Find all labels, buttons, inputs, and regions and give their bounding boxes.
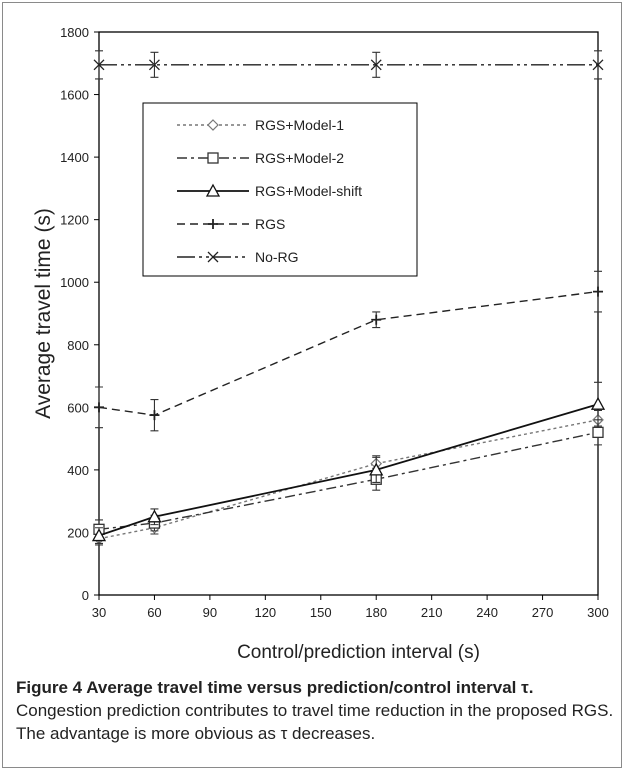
y-tick-label: 0 [82,588,89,603]
series-line-rgs [98,290,599,416]
data-point-no-rg [592,59,604,71]
x-tick-label: 210 [421,605,443,620]
x-tick-label: 120 [254,605,276,620]
data-point-rgs-model-shift [91,528,107,542]
legend-marker-rgs [208,219,218,229]
y-tick-label: 1600 [60,88,89,103]
legend-marker-no-rg [207,251,219,263]
data-point-no-rg [148,59,160,71]
figure-caption: Figure 4 Average travel time versus pred… [16,676,614,745]
caption-title: Figure 4 Average travel time versus pred… [16,678,534,697]
series-line-rgs-model-1 [98,419,599,540]
y-tick-label: 1000 [60,275,89,290]
data-point-rgs-model-shift [590,396,606,410]
series-line-rgs-model-2 [98,431,599,531]
y-tick-label: 200 [67,525,89,540]
x-tick-label: 300 [587,605,609,620]
legend-marker-rgs-model-1 [207,119,219,131]
x-tick-label: 180 [365,605,387,620]
data-point-no-rg [370,59,382,71]
plot-area [98,31,599,596]
data-point-rgs-model-shift [147,509,162,523]
data-point-rgs [94,402,104,413]
x-tick-label: 150 [310,605,332,620]
data-point-rgs [371,314,382,325]
legend-box [142,102,418,277]
data-point-rgs [593,286,603,297]
data-point-no-rg [93,59,105,71]
legend-marker-rgs-model-shift [205,183,221,197]
y-tick-label: 600 [67,400,89,415]
x-axis-label: Control/prediction interval (s) [237,642,480,663]
x-tick-label: 60 [147,605,161,620]
legend-label-rgs: RGS [255,216,285,232]
data-point-rgs-model-shift [369,462,384,476]
y-tick-label: 400 [67,463,89,478]
y-tick-label: 800 [67,338,89,353]
y-tick-label: 1400 [60,150,89,165]
data-point-rgs [149,410,160,421]
y-tick-label: 1200 [60,213,89,228]
x-tick-label: 240 [476,605,498,620]
legend-marker-rgs-model-2 [207,152,219,164]
caption-text: Congestion prediction contributes to tra… [16,701,614,743]
legend-label-rgs-model-2: RGS+Model-2 [255,150,344,166]
x-tick-label: 270 [532,605,554,620]
legend-label-no-rg: No-RG [255,249,299,265]
data-point-rgs-model-2 [592,426,604,439]
line-chart: 0 200 400 600 800 1000 1200 1400 1600 1800 30 60 90 1… [32,25,609,663]
legend-label-rgs-model-1: RGS+Model-1 [255,117,344,133]
series-line-rgs-model-shift [98,403,599,537]
y-tick-label: 1800 [60,25,89,40]
y-axis-label: Average travel time (s) [32,208,55,419]
legend-label-rgs-model-shift: RGS+Model-shift [255,183,362,199]
x-tick-label: 90 [203,605,217,620]
x-tick-label: 30 [92,605,106,620]
